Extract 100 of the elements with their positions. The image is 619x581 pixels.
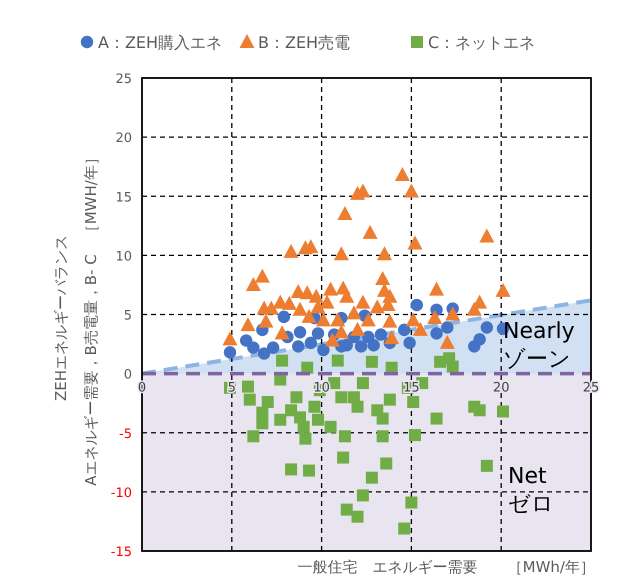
point [284, 244, 299, 258]
point [407, 396, 420, 408]
point [312, 414, 324, 426]
point [479, 228, 494, 242]
legend-label: B：ZEH売電 [258, 33, 350, 52]
point [240, 334, 252, 347]
point [312, 327, 324, 340]
point [258, 347, 270, 360]
point [362, 224, 378, 239]
point [496, 405, 509, 418]
point [404, 184, 419, 198]
y-tick-label: 20 [115, 131, 132, 146]
point [445, 306, 460, 320]
point [258, 314, 274, 328]
legend-label: C：ネットエネ [428, 33, 536, 52]
point [298, 420, 310, 433]
annotation: Nearly ゾーン [503, 319, 575, 372]
point [256, 406, 268, 419]
point [362, 330, 374, 344]
point [264, 300, 279, 315]
point [337, 452, 350, 464]
point [427, 310, 442, 324]
point [304, 336, 318, 350]
point [292, 340, 304, 353]
point [266, 341, 280, 354]
point [256, 417, 268, 430]
point [405, 496, 418, 509]
point [380, 457, 392, 470]
y-tick-label: 10 [115, 249, 132, 264]
point [394, 166, 410, 181]
point [285, 463, 298, 476]
point [334, 246, 349, 260]
point [495, 282, 510, 297]
point [323, 282, 338, 296]
point [375, 271, 390, 286]
point [366, 356, 378, 368]
point [224, 346, 236, 359]
point [332, 354, 344, 367]
point [324, 420, 337, 433]
point [466, 302, 482, 316]
point [474, 404, 486, 416]
point [292, 302, 308, 316]
point [303, 464, 316, 477]
point [308, 288, 324, 303]
point [408, 429, 421, 442]
point [294, 326, 306, 338]
point [346, 305, 362, 320]
point [262, 396, 274, 408]
point [330, 312, 346, 326]
x-tick-label: 20 [492, 380, 510, 396]
point [290, 391, 302, 404]
point [278, 310, 290, 324]
point [338, 430, 351, 442]
annotation: Net ゼロ [508, 464, 554, 517]
point [376, 246, 392, 260]
point [355, 294, 370, 309]
point [254, 268, 270, 283]
point [247, 430, 260, 442]
point [354, 340, 368, 353]
point [430, 412, 443, 425]
point [398, 522, 410, 535]
point [242, 380, 254, 393]
point [384, 330, 400, 344]
y-axis-title: ZEHエネルギーバランス Aエネルギー需要，B売電量，B- C ［MWH/年］ [52, 150, 100, 486]
y-tick-label: -10 [110, 486, 132, 501]
point [382, 314, 398, 328]
point [244, 394, 256, 406]
point [406, 312, 421, 326]
y-tick-label: 25 [115, 72, 132, 87]
point [384, 394, 396, 406]
point [247, 341, 260, 354]
point [334, 324, 349, 338]
point [335, 391, 348, 404]
point [376, 430, 389, 442]
point [340, 504, 353, 516]
y-tick-label: 0 [124, 368, 132, 383]
point [366, 472, 378, 484]
point [316, 312, 331, 326]
y-tick-label: 5 [124, 308, 132, 324]
point [274, 325, 290, 340]
y-tick-label: 15 [115, 190, 132, 206]
point [468, 340, 480, 353]
point [274, 414, 286, 426]
point [360, 312, 376, 326]
y-tick-label: -15 [110, 545, 132, 560]
point [246, 276, 261, 291]
point [222, 331, 238, 346]
point [300, 285, 315, 300]
point [356, 377, 369, 390]
point [441, 321, 454, 334]
point [319, 294, 334, 309]
point [276, 354, 288, 367]
point [337, 206, 352, 220]
point [446, 360, 459, 373]
y-tick-label: -5 [119, 426, 132, 442]
legend-label: A：ZEH購入エネ [98, 33, 222, 52]
point [352, 510, 364, 523]
point [480, 460, 493, 472]
point [299, 432, 312, 445]
point [430, 327, 443, 340]
